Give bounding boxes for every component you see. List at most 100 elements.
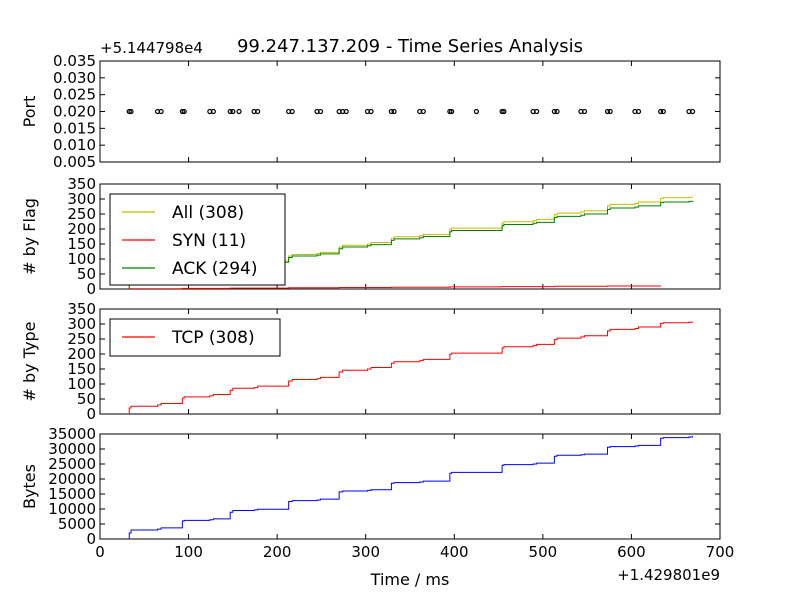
y-tick-label: 20000 — [48, 470, 96, 488]
chart-title: 99.247.137.209 - Time Series Analysis — [237, 36, 583, 57]
series-line-flag-1 — [128, 285, 662, 289]
x-tick-label: 100 — [174, 543, 203, 561]
data-point — [635, 108, 642, 115]
data-point — [534, 108, 540, 115]
data-point — [236, 108, 242, 115]
data-point — [388, 108, 394, 115]
y-tick-label: 5000 — [58, 515, 96, 533]
y-tick-label: 250 — [67, 330, 96, 348]
y-tick-label: 150 — [67, 360, 96, 378]
x-tick-label: 600 — [617, 543, 646, 561]
plot-frame-bytes — [99, 433, 721, 540]
y-tick-label: 0.020 — [53, 103, 96, 121]
y-tick-label: 150 — [67, 235, 96, 253]
y-tick-label: 250 — [67, 205, 96, 223]
data-point — [128, 108, 134, 115]
y-tick-label: 35000 — [48, 425, 96, 443]
data-point — [343, 108, 349, 115]
series-group-type — [128, 321, 694, 414]
x-tick-label: 400 — [440, 543, 469, 561]
y-tick-label: 350 — [67, 175, 96, 193]
x-tick-label: 200 — [263, 543, 292, 561]
data-point — [227, 108, 233, 115]
y-tick-label: 25000 — [48, 455, 96, 473]
legend-label: All (308) — [172, 203, 244, 223]
y-tick-label: 100 — [67, 250, 96, 268]
data-point — [420, 108, 426, 115]
data-point — [158, 108, 164, 115]
data-point — [689, 108, 696, 115]
y-tick-label: 0 — [86, 405, 96, 423]
y-tick-label: 0.025 — [53, 86, 96, 104]
data-point — [179, 108, 185, 115]
data-point — [317, 108, 324, 115]
y-tick-label: 300 — [67, 315, 96, 333]
data-point — [658, 108, 664, 115]
y-tick-label: 30000 — [48, 440, 96, 458]
data-point — [126, 108, 132, 115]
data-point — [447, 108, 453, 115]
y-axis-label-port: Port — [20, 96, 39, 128]
x-axis-label: Time / ms — [370, 570, 450, 589]
y-tick-label: 200 — [67, 345, 96, 363]
y-tick-label: 10000 — [48, 500, 96, 518]
data-point — [289, 108, 295, 115]
data-point — [551, 108, 557, 115]
y-axis-offset-label: +5.144798e4 — [100, 39, 203, 57]
x-axis-offset-label: +1.429801e9 — [617, 566, 720, 584]
y-tick-label: 350 — [67, 300, 96, 318]
y-axis-label-bytes: Bytes — [20, 464, 39, 509]
y-tick-label: 50 — [77, 265, 96, 283]
x-tick-label: 700 — [706, 543, 735, 561]
data-point — [607, 108, 613, 115]
y-tick-label: 0.030 — [53, 69, 96, 87]
legend-label: SYN (11) — [172, 231, 246, 251]
series-line-type-0 — [128, 321, 694, 414]
y-tick-label: 100 — [67, 375, 96, 393]
data-point — [554, 108, 560, 115]
plot-frame-port — [99, 60, 721, 163]
x-tick-label: 500 — [529, 543, 558, 561]
data-point — [660, 108, 666, 115]
plot-frame-type — [99, 308, 721, 415]
y-tick-label: 0 — [86, 530, 96, 548]
data-point — [501, 108, 507, 115]
legend-label: ACK (294) — [172, 259, 257, 279]
data-point — [181, 108, 187, 115]
data-point — [473, 108, 480, 115]
data-point — [391, 108, 397, 115]
y-tick-label: 0.035 — [53, 52, 96, 70]
data-point — [368, 108, 374, 115]
y-tick-label: 300 — [67, 190, 96, 208]
data-point — [255, 108, 261, 115]
y-tick-label: 0 — [86, 280, 96, 298]
x-tick-label: 0 — [95, 543, 105, 561]
plot-frame-flag — [99, 183, 721, 290]
data-point — [230, 108, 236, 115]
series-group-port — [126, 108, 696, 115]
y-tick-label: 15000 — [48, 485, 96, 503]
y-tick-label: 0.010 — [53, 136, 96, 154]
data-point — [581, 108, 588, 115]
y-axis-label-flag: # by Flag — [20, 198, 39, 275]
data-point — [449, 108, 455, 115]
series-line-bytes-0 — [128, 436, 694, 539]
y-tick-label: 0.015 — [53, 119, 96, 137]
y-tick-label: 200 — [67, 220, 96, 238]
y-axis-label-type: # by Type — [20, 322, 39, 402]
x-tick-label: 300 — [351, 543, 380, 561]
y-tick-label: 0.005 — [53, 153, 96, 171]
legend-label: TCP (308) — [171, 328, 255, 348]
data-point — [210, 108, 216, 115]
y-tick-label: 50 — [77, 390, 96, 408]
series-group-bytes — [128, 436, 694, 539]
data-point — [604, 108, 611, 115]
data-point — [499, 108, 505, 115]
